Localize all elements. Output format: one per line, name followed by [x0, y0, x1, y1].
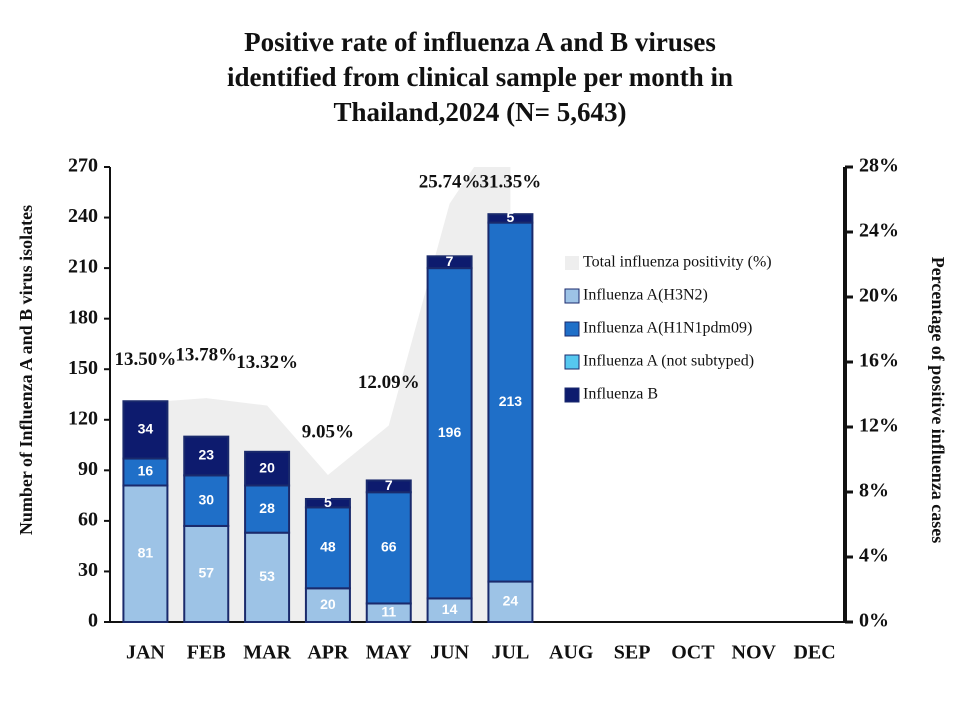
y2-tick-label: 0% [859, 610, 889, 632]
y2-tick-label: 16% [859, 350, 899, 372]
y2-tick-label: 8% [859, 480, 889, 502]
bar-value-label: 11 [381, 603, 396, 619]
bar-value-label: 5 [507, 209, 515, 225]
bar-value-label: 81 [138, 544, 154, 560]
y-tick-label: 270 [68, 155, 98, 177]
x-tick-label: DEC [793, 642, 835, 664]
y-axis-label: Number of Influenza A and B virus isolat… [16, 205, 36, 535]
bar-segment [304, 587, 351, 624]
y-tick-label: 180 [68, 306, 98, 328]
bar-value-label: 48 [320, 539, 336, 555]
bar-segment [304, 506, 351, 590]
chart-title: identified from clinical sample per mont… [227, 62, 733, 92]
chart-title: Thailand,2024 (N= 5,643) [334, 97, 627, 127]
x-tick-label: SEP [614, 642, 651, 664]
bar-segment [487, 221, 534, 583]
x-tick-label: OCT [671, 642, 715, 664]
bar-value-label: 57 [198, 565, 214, 581]
positivity-label: 13.32% [236, 352, 298, 373]
bar-segment [183, 524, 230, 624]
bar-value-label: 7 [446, 253, 454, 269]
bar-value-label: 7 [385, 477, 393, 493]
positivity-label: 13.78% [175, 344, 237, 365]
bar-value-label: 53 [259, 568, 275, 584]
bar-segment [365, 479, 412, 494]
bar-value-label: 20 [259, 459, 275, 475]
y2-tick-label: 28% [859, 155, 899, 177]
y-tick-label: 120 [68, 407, 98, 429]
y-tick-label: 150 [68, 357, 98, 379]
x-tick-label: JAN [126, 642, 165, 664]
x-tick-label: MAY [366, 642, 412, 664]
y2-tick-label: 12% [859, 415, 899, 437]
legend-swatch [564, 321, 580, 337]
y-tick-label: 210 [68, 256, 98, 278]
bar-segment [244, 484, 291, 534]
legend-label: Influenza A(H1N1pdm09) [583, 320, 752, 337]
x-tick-label: AUG [549, 642, 594, 664]
bar-segment [304, 497, 351, 509]
area-layer [145, 167, 511, 622]
bar-segment [122, 457, 169, 487]
bar-segment [183, 474, 230, 527]
bar-segment [122, 400, 169, 460]
positivity-label: 25.74% [419, 171, 481, 192]
y-tick-label: 240 [68, 205, 98, 227]
y-tick-label: 0 [88, 610, 98, 632]
bar-value-label: 23 [198, 447, 214, 463]
bar-value-label: 30 [198, 491, 214, 507]
legend-label: Influenza A(H3N2) [583, 287, 708, 304]
y-tick-label: 90 [78, 458, 98, 480]
y2-tick-label: 4% [859, 545, 889, 567]
bar-segment [487, 213, 534, 224]
y2-axis-label: Percentage of positive influenza cases [928, 257, 948, 544]
bar-value-label: 20 [320, 596, 336, 612]
legend-label: Total influenza positivity (%) [583, 254, 772, 271]
legend-label: Influenza A (not subtyped) [583, 353, 754, 370]
positivity-label: 13.50% [115, 349, 177, 370]
x-tick-label: MAR [243, 642, 291, 664]
bar-value-label: 196 [438, 424, 462, 440]
bar-value-label: 213 [499, 393, 523, 409]
bar-segment [244, 450, 291, 487]
bar-value-label: 34 [138, 421, 154, 437]
x-tick-label: APR [307, 642, 349, 664]
x-tick-label: JUL [492, 642, 530, 664]
legend-swatch [564, 387, 580, 403]
x-tick-label: FEB [187, 642, 226, 664]
y-tick-label: 30 [78, 559, 98, 581]
legend-swatch [564, 288, 580, 304]
bar-value-label: 14 [442, 601, 458, 617]
positivity-label: 12.09% [358, 372, 420, 393]
legend-label: Influenza B [583, 386, 658, 403]
bar-value-label: 5 [324, 494, 332, 510]
bar-segment [487, 580, 534, 623]
y2-tick-label: 20% [859, 285, 899, 307]
bar-segment [122, 484, 169, 623]
bar-segment [183, 435, 230, 477]
bar-segment [426, 267, 473, 600]
bar-segment [244, 531, 291, 623]
x-tick-label: NOV [732, 642, 777, 664]
legend-swatch [565, 256, 579, 270]
bar-value-label: 24 [503, 592, 519, 608]
positivity-area [145, 167, 511, 622]
y2-tick-label: 24% [859, 220, 899, 242]
positivity-label: 9.05% [302, 421, 354, 442]
chart-title: Positive rate of influenza A and B virus… [244, 27, 716, 57]
bar-value-label: 66 [381, 539, 397, 555]
x-tick-label: JUN [430, 642, 469, 664]
bar-value-label: 28 [259, 500, 275, 516]
bar-segment [426, 255, 473, 270]
bar-value-label: 16 [138, 463, 154, 479]
positivity-label: 31.35% [480, 171, 542, 192]
y-tick-label: 60 [78, 508, 98, 530]
legend-swatch [564, 354, 580, 370]
